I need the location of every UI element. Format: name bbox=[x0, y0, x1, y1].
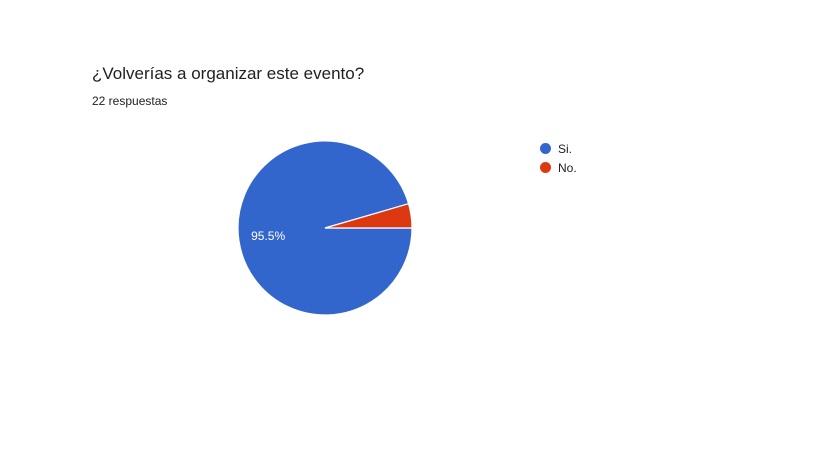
legend-item-no[interactable]: No. bbox=[540, 158, 577, 177]
chart-title: ¿Volverías a organizar este evento? bbox=[92, 64, 365, 83]
legend-item-si[interactable]: Si. bbox=[540, 139, 577, 158]
chart-legend: Si. No. bbox=[540, 139, 577, 177]
legend-swatch bbox=[540, 143, 551, 154]
legend-label: No. bbox=[558, 160, 577, 175]
legend-swatch bbox=[540, 162, 551, 173]
response-count: 22 respuestas bbox=[92, 94, 168, 108]
pie-slice-no[interactable] bbox=[324, 202, 413, 229]
pie-data-label: 95.5% bbox=[251, 229, 285, 243]
legend-label: Si. bbox=[558, 141, 573, 156]
